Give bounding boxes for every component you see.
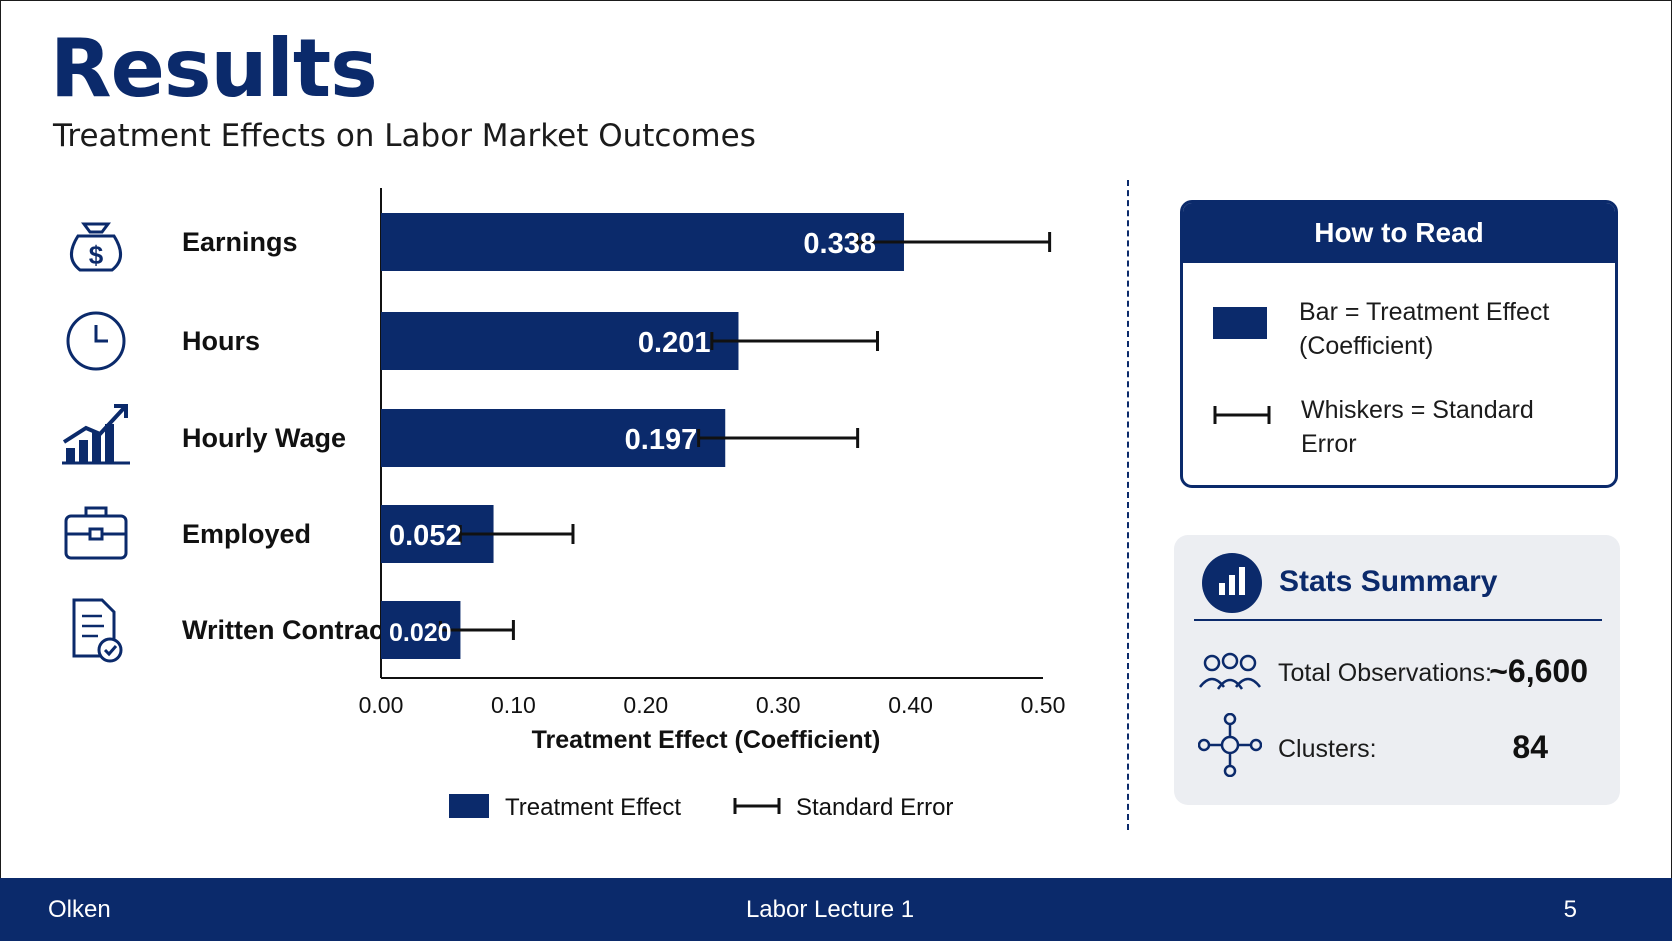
data-label: 0.338 [803, 228, 876, 260]
contract-icon [72, 598, 123, 663]
stat-total-observations: Total Observations: ~6,600 [1198, 645, 1598, 705]
x-tick-label: 0.40 [888, 692, 933, 718]
footer-author: Olken [48, 896, 111, 923]
clock-hands [94, 325, 108, 343]
network-icon [1198, 713, 1262, 777]
dollar-sign: $ [89, 240, 104, 270]
stats-rule [1194, 619, 1602, 621]
briefcase-icon [64, 506, 128, 560]
legend-label: Treatment Effect [505, 794, 681, 821]
footer-lecture: Labor Lecture 1 [745, 896, 915, 923]
bag-body [70, 234, 122, 272]
growth-chart-icon [62, 404, 130, 465]
growth-arrow [62, 406, 126, 444]
bar-explanation-text: Bar = Treatment Effect (Coefficient) [1299, 298, 1550, 360]
growth-arrowhead [114, 404, 128, 418]
clock-face [66, 311, 126, 371]
doc-outline [72, 598, 116, 658]
bar [381, 409, 726, 467]
growth-bar [92, 432, 101, 462]
bar [381, 213, 904, 271]
data-label: 0.201 [638, 327, 711, 359]
clock-icon [66, 311, 126, 371]
check-mark [103, 645, 118, 657]
panel-divider [1127, 180, 1129, 830]
slide-subtitle: Treatment Effects on Labor Market Outcom… [53, 118, 756, 154]
growth-bar [66, 448, 75, 462]
category-label: Hours [182, 326, 260, 356]
stat-label: Total Observations: [1278, 659, 1492, 687]
category-label: Written Contract [182, 615, 393, 645]
bar-chart-icon [1202, 553, 1262, 613]
bar [381, 312, 739, 370]
x-tick-label: 0.00 [359, 692, 404, 718]
whisker-explanation-text: Whiskers = Standard Error [1301, 396, 1534, 458]
stats-summary-title: Stats Summary [1279, 565, 1498, 598]
case-body [64, 514, 128, 560]
legend-swatch-bar [449, 794, 489, 818]
how-to-read-panel: How to Read Bar = Treatment Effect (Coef… [1180, 200, 1618, 488]
whisker-swatch-icon [1213, 406, 1271, 424]
category-label: Employed [182, 519, 311, 549]
x-tick-label: 0.10 [491, 692, 536, 718]
stat-value: ~6,600 [1489, 653, 1588, 689]
x-tick-label: 0.50 [1021, 692, 1066, 718]
category-label: Earnings [182, 227, 298, 257]
bar-swatch-icon [1213, 307, 1267, 339]
whisker-explanation: Whiskers = Standard Error [1213, 393, 1581, 461]
data-label: 0.052 [389, 520, 462, 552]
treatment-effects-chart: $ Earnings 0.338 Hours 0.201 Hourly Wage 0.197… [62, 188, 1066, 821]
stat-clusters: Clusters: 84 [1198, 713, 1598, 781]
x-tick-label: 0.20 [623, 692, 668, 718]
footer-bar: Olken Labor Lecture 1 5 [0, 878, 1672, 941]
growth-bar [105, 424, 114, 462]
stats-summary-panel: Stats Summary Total Observations: ~6,600… [1174, 535, 1620, 805]
x-axis-label: Treatment Effect (Coefficient) [532, 726, 881, 754]
stat-label: Clusters: [1278, 735, 1377, 763]
stat-value: 84 [1512, 729, 1548, 765]
data-label: 0.197 [625, 424, 698, 456]
money-bag-icon: $ [70, 222, 122, 272]
footer-page-number: 5 [1563, 896, 1577, 923]
bag-top [81, 222, 111, 234]
check-circle [97, 637, 123, 663]
category-label: Hourly Wage [182, 423, 346, 453]
growth-bar [79, 440, 88, 462]
data-label: 0.020 [389, 619, 452, 647]
how-to-read-title: How to Read [1183, 203, 1615, 263]
x-tick-label: 0.30 [756, 692, 801, 718]
legend-label: Standard Error [796, 794, 953, 821]
case-handle [84, 506, 108, 516]
bar-explanation: Bar = Treatment Effect (Coefficient) [1213, 295, 1579, 363]
slide-title: Results [50, 22, 378, 115]
people-icon [1199, 652, 1261, 690]
case-clasp [88, 527, 104, 541]
